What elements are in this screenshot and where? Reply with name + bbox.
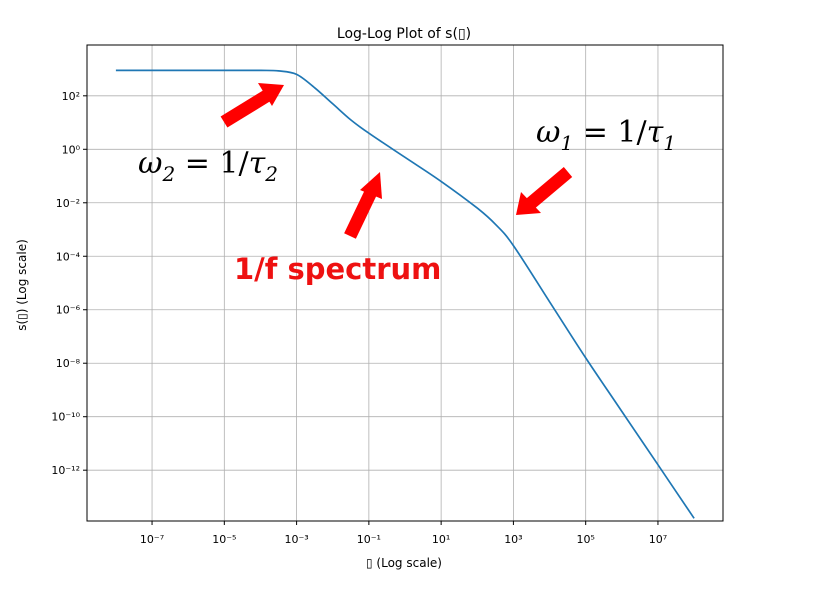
y-tick-label: 10⁻¹⁰	[51, 411, 80, 424]
arrow-omega1	[516, 167, 573, 215]
x-tick-label: 10³	[504, 533, 522, 546]
x-tick-label: 10⁵	[576, 533, 594, 546]
y-axis-label: s(▯) (Log scale)	[15, 239, 29, 331]
series-line	[115, 69, 695, 519]
x-tick-label: 10⁻¹	[357, 533, 381, 546]
x-tick-label: 10⁷	[649, 533, 667, 546]
y-tick-label: 10⁰	[62, 143, 81, 156]
arrow-omega2	[220, 83, 284, 128]
omega1-annotation: ω1 = 1/τ1	[536, 115, 676, 155]
spectrum-annotation: 1/f spectrum	[234, 252, 441, 286]
y-tick-label: 10⁻²	[56, 197, 80, 210]
x-tick-label: 10⁻³	[284, 533, 308, 546]
grid-lines	[87, 45, 723, 521]
axis-ticks: 10⁻⁷ 10⁻⁵ 10⁻³ 10⁻¹ 10¹ 10³ 10⁵ 10⁷ 10² 10⁰ 10⁻² 10…	[51, 90, 667, 546]
x-tick-label: 10¹	[432, 533, 450, 546]
x-axis-label: ▯ (Log scale)	[366, 556, 442, 570]
y-tick-label: 10⁻¹²	[51, 464, 80, 477]
y-tick-label: 10⁻⁸	[56, 357, 81, 370]
omega2-annotation: ω2 = 1/τ2	[138, 146, 278, 186]
x-tick-label: 10⁻⁷	[140, 533, 164, 546]
y-tick-label: 10²	[62, 90, 80, 103]
series-layer	[115, 69, 695, 519]
arrow-spectrum	[344, 172, 382, 239]
chart-title: Log-Log Plot of s(▯)	[337, 26, 471, 42]
x-tick-label: 10⁻⁵	[212, 533, 236, 546]
plot-frame	[86, 44, 724, 522]
y-tick-label: 10⁻⁴	[56, 250, 81, 263]
y-tick-label: 10⁻⁶	[56, 304, 81, 317]
